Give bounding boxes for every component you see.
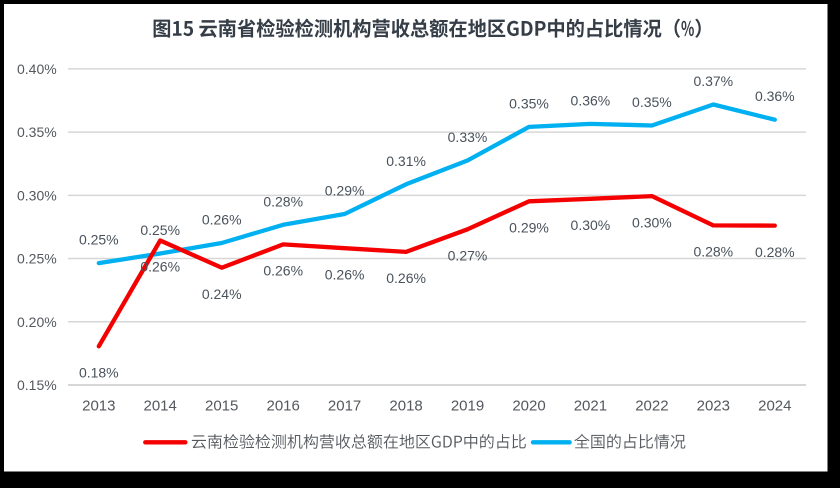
svg-text:0.33%: 0.33% bbox=[448, 129, 488, 145]
svg-text:2020: 2020 bbox=[512, 398, 545, 415]
svg-text:0.29%: 0.29% bbox=[509, 220, 549, 236]
svg-text:2022: 2022 bbox=[635, 398, 668, 415]
svg-text:0.30%: 0.30% bbox=[17, 187, 57, 203]
svg-text:0.27%: 0.27% bbox=[448, 248, 488, 264]
svg-text:0.25%: 0.25% bbox=[79, 232, 119, 248]
svg-text:0.28%: 0.28% bbox=[263, 193, 303, 209]
svg-text:2015: 2015 bbox=[205, 398, 238, 415]
svg-text:2021: 2021 bbox=[574, 398, 607, 415]
svg-text:0.30%: 0.30% bbox=[632, 214, 672, 230]
svg-text:0.24%: 0.24% bbox=[202, 286, 242, 302]
svg-text:0.31%: 0.31% bbox=[386, 153, 426, 169]
svg-text:0.35%: 0.35% bbox=[509, 95, 549, 111]
svg-text:0.26%: 0.26% bbox=[325, 266, 365, 282]
svg-text:0.35%: 0.35% bbox=[632, 94, 672, 110]
svg-text:0.26%: 0.26% bbox=[263, 263, 303, 279]
svg-text:0.40%: 0.40% bbox=[17, 61, 57, 77]
svg-text:2013: 2013 bbox=[82, 398, 115, 415]
svg-text:0.28%: 0.28% bbox=[693, 244, 733, 260]
svg-text:0.29%: 0.29% bbox=[325, 183, 365, 199]
svg-text:2024: 2024 bbox=[758, 398, 791, 415]
svg-text:0.15%: 0.15% bbox=[17, 377, 57, 393]
svg-text:0.37%: 0.37% bbox=[693, 73, 733, 89]
svg-text:0.36%: 0.36% bbox=[571, 92, 611, 108]
svg-text:2019: 2019 bbox=[451, 398, 484, 415]
svg-text:0.26%: 0.26% bbox=[140, 259, 180, 275]
svg-text:0.26%: 0.26% bbox=[202, 212, 242, 228]
svg-text:0.25%: 0.25% bbox=[17, 251, 57, 267]
svg-text:2023: 2023 bbox=[697, 398, 730, 415]
svg-text:2014: 2014 bbox=[144, 398, 177, 415]
svg-text:0.30%: 0.30% bbox=[571, 217, 611, 233]
svg-text:0.28%: 0.28% bbox=[755, 244, 795, 260]
svg-text:2018: 2018 bbox=[389, 398, 422, 415]
svg-text:0.36%: 0.36% bbox=[755, 88, 795, 104]
svg-text:0.25%: 0.25% bbox=[140, 222, 180, 238]
svg-text:0.26%: 0.26% bbox=[386, 270, 426, 286]
svg-text:0.18%: 0.18% bbox=[79, 365, 119, 381]
svg-text:2017: 2017 bbox=[328, 398, 361, 415]
svg-text:2016: 2016 bbox=[267, 398, 300, 415]
svg-text:0.20%: 0.20% bbox=[17, 314, 57, 330]
svg-text:0.35%: 0.35% bbox=[17, 124, 57, 140]
